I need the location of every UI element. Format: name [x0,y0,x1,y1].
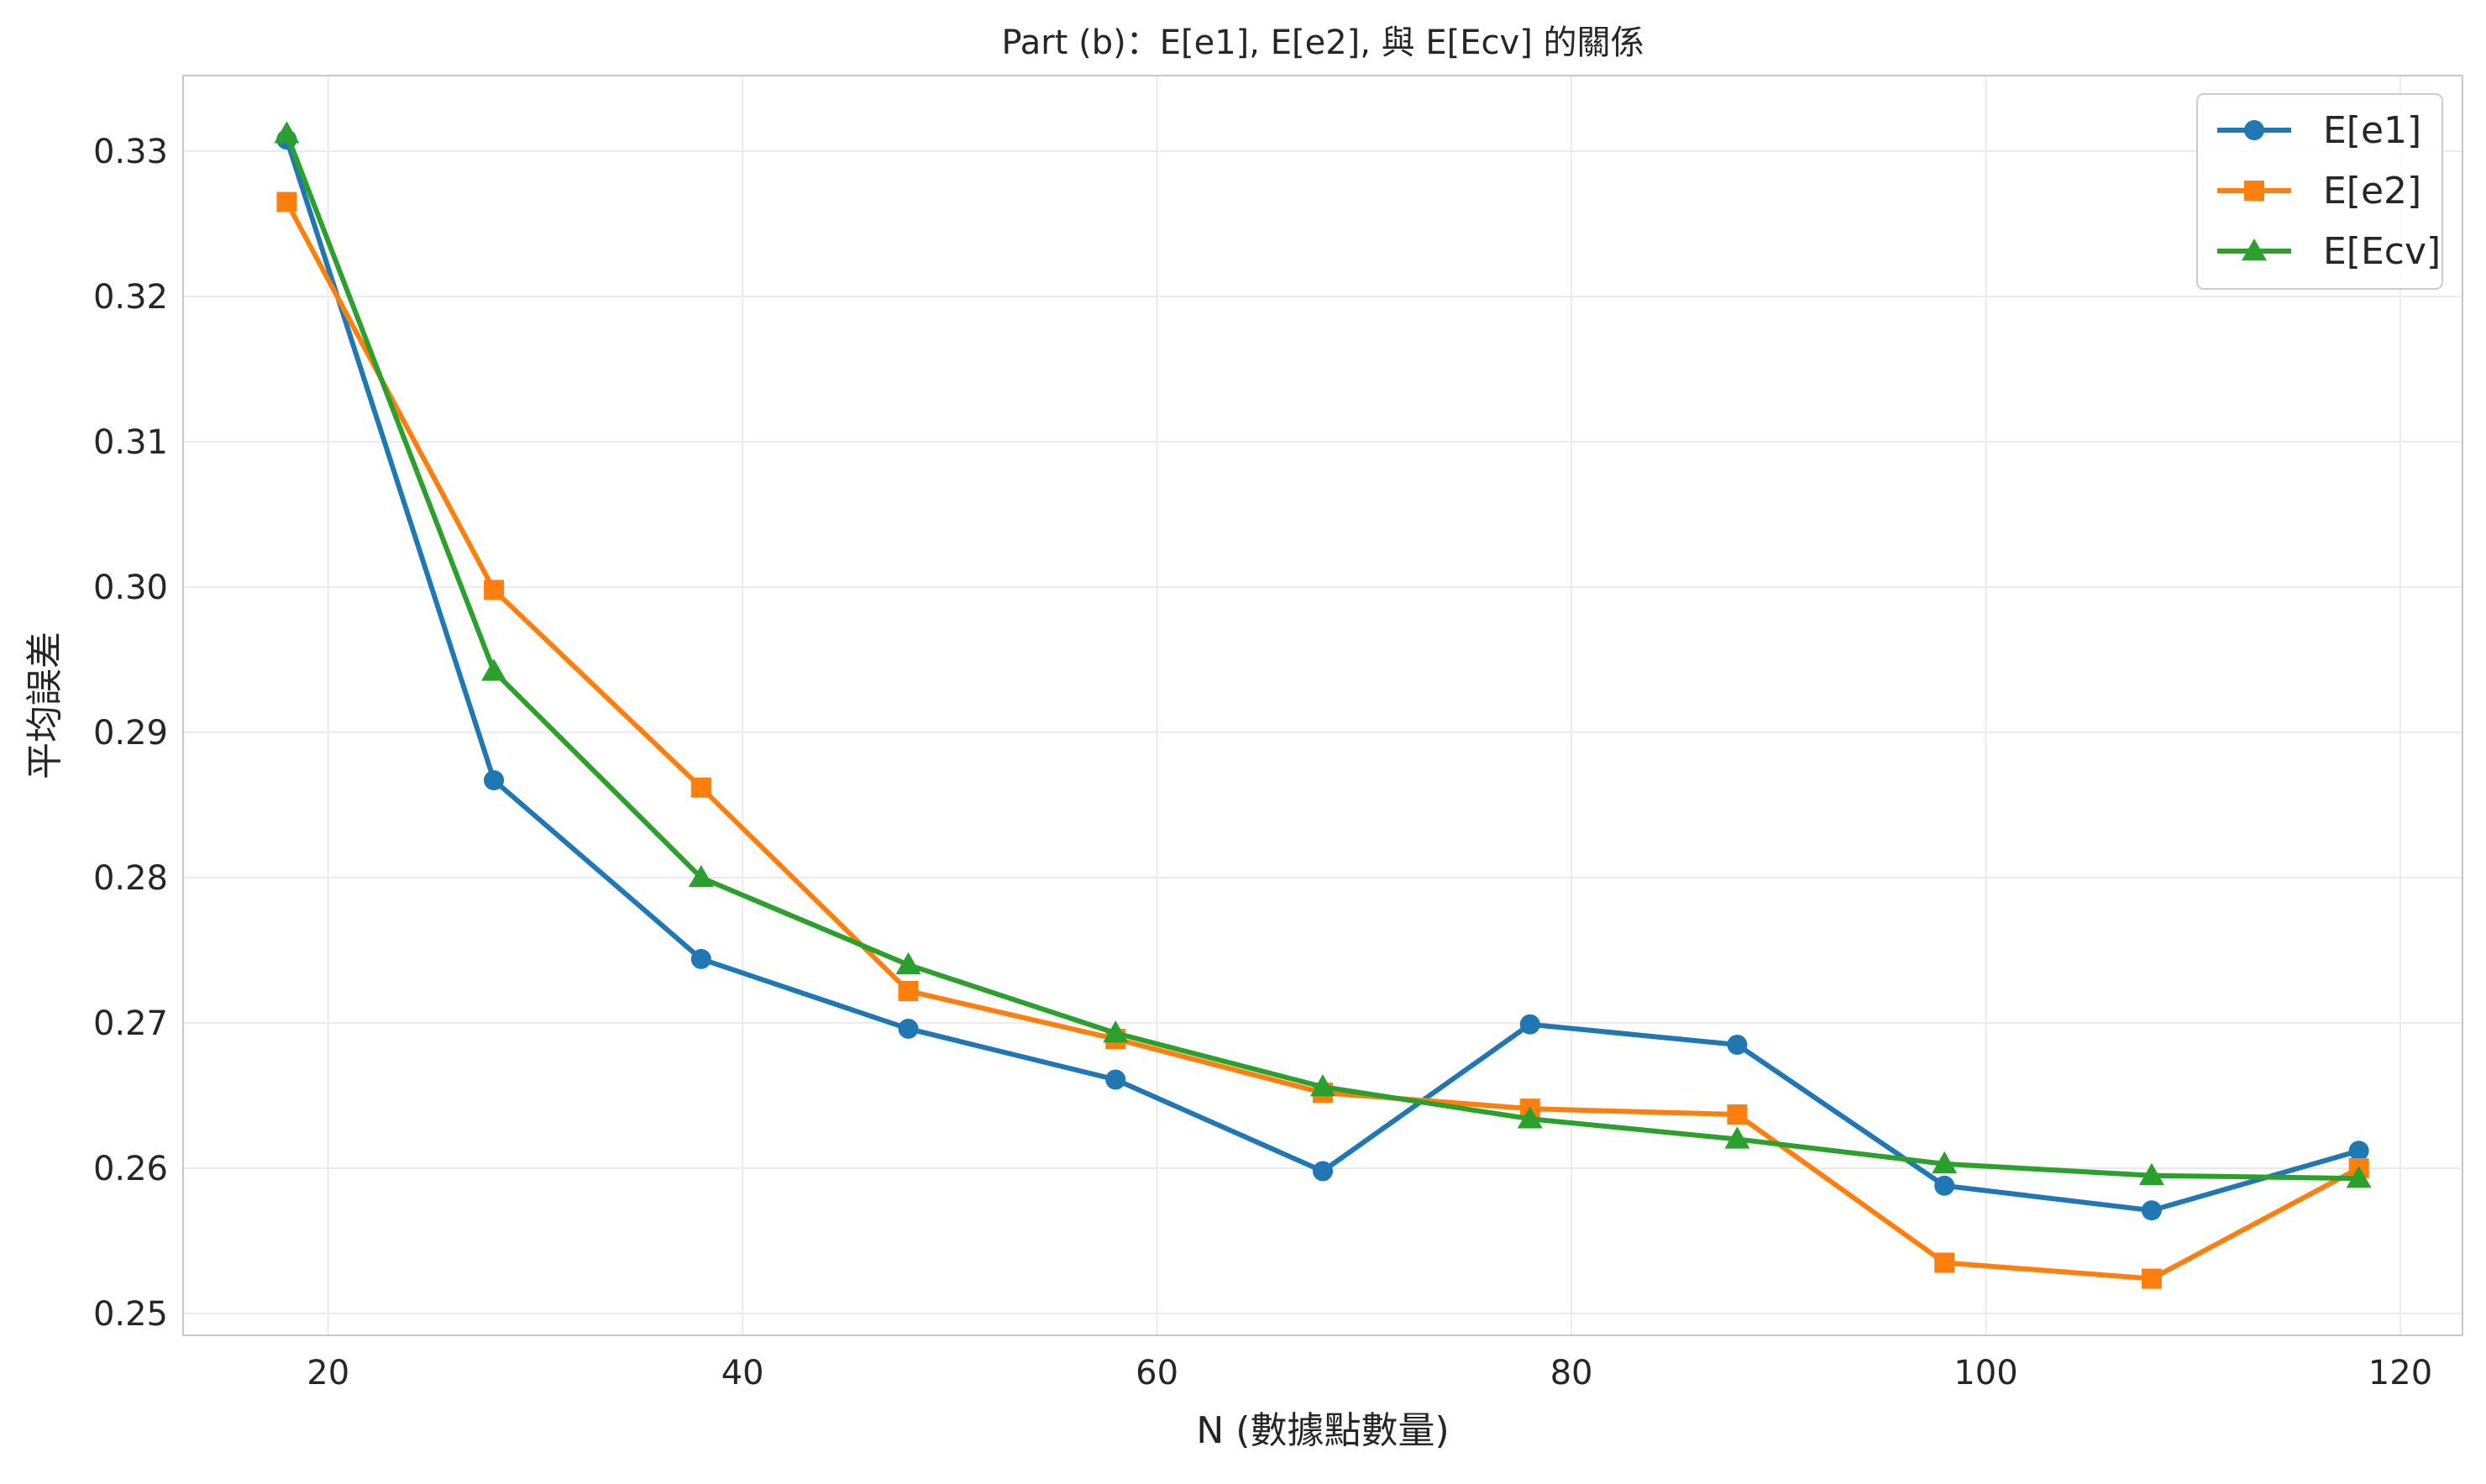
y-tick-label: 0.26 [93,1150,168,1188]
data-point [895,952,921,975]
legend-box [2196,93,2443,290]
tick-labels: 20 40 60 80 100 120 0.25 0.26 0.27 0.28 0.29 0.30 0.… [93,133,2432,1392]
x-tick-label: 20 [307,1354,349,1392]
series-line [284,201,2361,1282]
x-tick-label: 100 [1954,1354,2017,1392]
data-point [898,1018,919,1039]
y-axis-title: 平均誤差 [24,632,66,779]
data-point [1932,1151,1958,1174]
legend-label: E[Ecv] [2323,230,2441,273]
data-point [2141,1268,2162,1289]
plot-area-frame [182,75,2463,1336]
data-point [484,579,505,600]
legend-item: E[e1] [2217,109,2421,152]
series-1 [276,129,2369,1221]
chart-title: Part (b)：E[e1], E[e2], 與 E[Ecv] 的關係 [1001,24,1644,62]
legend-items: E[e1] E[e2] E[Ecv] [2217,109,2441,273]
legend-label: E[e2] [2323,170,2421,212]
x-tick-label: 80 [1550,1354,1593,1392]
data-point [484,770,505,791]
data-point [2138,1162,2164,1185]
y-tick-label: 0.33 [93,133,168,171]
y-tick-label: 0.32 [93,278,168,317]
data-point [1105,1069,1126,1090]
y-tick-label: 0.29 [93,714,168,752]
data-point [898,980,919,1001]
x-tick-label: 120 [2368,1354,2432,1392]
data-point [1519,1014,1540,1035]
data-point [690,777,711,798]
series-2 [276,191,2369,1289]
data-point [2348,1141,2369,1162]
data-point [1727,1104,1748,1125]
y-tick-label: 0.25 [93,1295,168,1334]
data-point [1727,1034,1748,1055]
series-line [284,133,2359,1182]
legend-item: E[Ecv] [2217,230,2441,273]
data-point [1313,1161,1333,1182]
legend: E[e1] E[e2] E[Ecv] [2196,93,2443,290]
data-point [1103,1020,1129,1043]
series-line [284,139,2360,1214]
legend-marker [2244,120,2264,140]
y-tick-label: 0.31 [93,423,168,462]
legend-label: E[e1] [2323,109,2421,152]
data-point [690,948,711,969]
data-point [1724,1126,1750,1149]
y-tick-label: 0.28 [93,859,168,898]
data-point [2141,1200,2162,1221]
series-group [274,121,2372,1289]
legend-marker [2244,181,2264,201]
data-point [481,658,507,681]
y-tick-label: 0.27 [93,1004,168,1043]
series-3 [274,121,2372,1188]
data-point [2346,1166,2372,1188]
legend-marker [2242,239,2267,261]
data-point [1934,1175,1955,1196]
x-tick-label: 40 [721,1354,764,1392]
data-point [276,191,297,212]
legend-item: E[e2] [2217,170,2421,212]
y-tick-label: 0.30 [93,569,168,607]
x-tick-label: 60 [1135,1354,1178,1392]
data-point [1934,1252,1955,1273]
data-point [1310,1074,1335,1097]
data-point [1517,1106,1543,1129]
data-point [688,865,714,888]
x-axis-title: N (數據點數量) [1196,1409,1449,1452]
data-point [274,121,300,144]
